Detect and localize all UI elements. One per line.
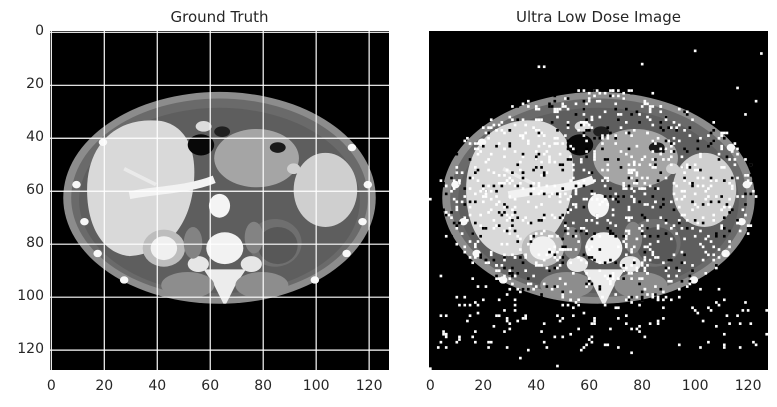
x-tick-label: 0 bbox=[46, 378, 56, 394]
x-tick-label: 120 bbox=[355, 378, 383, 394]
y-tick-label: 20 bbox=[26, 76, 44, 93]
x-tick-label: 60 bbox=[201, 378, 220, 394]
y-tick-label: 120 bbox=[17, 341, 44, 358]
x-tick-label: 100 bbox=[681, 378, 709, 394]
right-panel-title: Ultra Low Dose Image bbox=[516, 8, 681, 26]
noise-speckle bbox=[429, 49, 768, 370]
x-tick-label: 40 bbox=[148, 378, 167, 394]
x-tick-label: 100 bbox=[302, 378, 330, 394]
x-tick-label: 20 bbox=[474, 378, 493, 394]
y-tick-label: 60 bbox=[26, 182, 44, 199]
y-tick-label: 100 bbox=[17, 288, 44, 305]
ground-truth-ct-image bbox=[50, 31, 389, 370]
x-tick-label: 80 bbox=[633, 378, 652, 394]
x-tick-label: 60 bbox=[580, 378, 599, 394]
x-tick-label: 0 bbox=[425, 378, 435, 394]
x-tick-label: 120 bbox=[734, 378, 762, 394]
grid-lines bbox=[50, 31, 389, 370]
y-tick-label: 80 bbox=[26, 235, 44, 252]
ultra-low-dose-ct-image bbox=[429, 31, 768, 370]
y-tick-label: 0 bbox=[35, 23, 44, 40]
y-tick-label: 40 bbox=[26, 129, 44, 146]
x-tick-label: 40 bbox=[527, 378, 546, 394]
x-tick-label: 80 bbox=[254, 378, 273, 394]
x-tick-label: 20 bbox=[95, 378, 114, 394]
left-panel-title: Ground Truth bbox=[170, 8, 269, 26]
